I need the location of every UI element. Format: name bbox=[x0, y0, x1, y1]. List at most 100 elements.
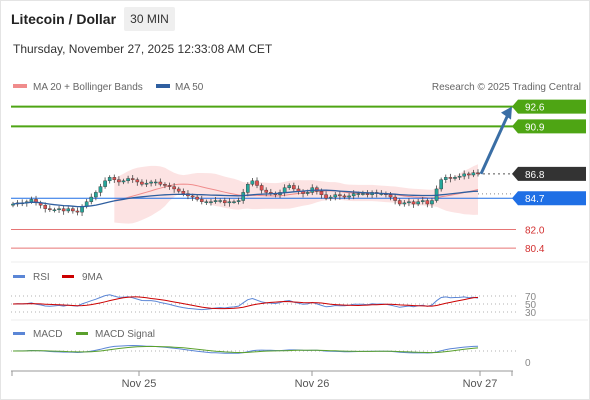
candle-body bbox=[347, 195, 351, 198]
candle bbox=[94, 190, 98, 201]
macd-zero-label: 0 bbox=[525, 358, 531, 369]
forecast-arrow bbox=[479, 106, 512, 175]
x-axis-ticks: Nov 25 Nov 26 Nov 27 bbox=[11, 371, 513, 390]
candle-body bbox=[227, 201, 232, 204]
candle bbox=[250, 178, 255, 187]
candle-body bbox=[402, 202, 407, 205]
candle bbox=[48, 205, 52, 212]
candle bbox=[347, 193, 351, 200]
macd-panel: 0 bbox=[11, 344, 531, 369]
candle-body bbox=[121, 180, 126, 183]
candle-body bbox=[232, 201, 236, 203]
candle-body bbox=[135, 179, 140, 183]
candle bbox=[443, 174, 448, 183]
candle bbox=[457, 173, 462, 181]
candle bbox=[43, 202, 48, 213]
candle-body bbox=[292, 185, 296, 190]
x-tick-label-0: Nov 25 bbox=[122, 378, 157, 390]
candle bbox=[476, 169, 480, 177]
candle-body bbox=[190, 195, 195, 198]
candle bbox=[112, 174, 117, 183]
instrument-title: Litecoin / Dollar bbox=[11, 11, 117, 27]
candle-body bbox=[117, 179, 121, 183]
candle bbox=[204, 199, 209, 205]
candle-body bbox=[443, 177, 448, 180]
candle-body bbox=[176, 188, 181, 192]
candle-body bbox=[236, 200, 241, 202]
candle bbox=[218, 198, 222, 204]
candle bbox=[236, 197, 241, 205]
candle bbox=[11, 201, 15, 208]
candle-body bbox=[204, 201, 209, 203]
credit-text: Research © 2025 Trading Central bbox=[432, 82, 581, 93]
candle bbox=[66, 206, 71, 214]
level-tag-92.6 bbox=[512, 99, 586, 114]
candle-body bbox=[393, 196, 397, 201]
macd-legend-swatch bbox=[13, 332, 25, 335]
candle bbox=[195, 194, 199, 202]
candle bbox=[61, 205, 66, 215]
candle bbox=[213, 197, 218, 204]
level-label-82.0: 82.0 bbox=[525, 226, 545, 237]
candle bbox=[135, 177, 140, 186]
timeframe-badge[interactable]: 30 MIN bbox=[124, 7, 175, 31]
candle-body bbox=[356, 193, 361, 195]
candle-body bbox=[89, 196, 94, 202]
candle bbox=[246, 182, 250, 197]
candle-body bbox=[140, 181, 144, 185]
candle bbox=[255, 177, 259, 189]
candle-body bbox=[181, 191, 186, 194]
level-label-86.8: 86.8 bbox=[525, 170, 545, 181]
candle-body bbox=[163, 184, 167, 186]
bollinger-legend-swatch bbox=[13, 84, 27, 88]
candle bbox=[292, 182, 296, 192]
candle-body bbox=[11, 203, 15, 206]
forecast-arrow-head bbox=[501, 106, 512, 120]
candle-body bbox=[324, 194, 328, 199]
candle bbox=[103, 177, 107, 189]
candle-body bbox=[471, 172, 476, 176]
rsi-level-label-30: 30 bbox=[525, 308, 537, 319]
candle bbox=[107, 175, 112, 184]
candle bbox=[153, 179, 158, 186]
candle-body bbox=[453, 177, 457, 179]
candle-body bbox=[126, 178, 130, 182]
ma20-line bbox=[114, 183, 479, 201]
candle bbox=[172, 183, 176, 193]
macd-signal-line bbox=[13, 346, 479, 354]
timestamp: Thursday, November 27, 2025 12:33:08 AM … bbox=[13, 42, 273, 56]
candle bbox=[222, 197, 227, 207]
price-levels bbox=[11, 105, 516, 249]
candle-body bbox=[48, 208, 52, 211]
forecast-arrow-shaft bbox=[479, 113, 510, 175]
candle-body bbox=[255, 180, 259, 186]
candle-body bbox=[153, 181, 158, 184]
candle-body bbox=[75, 210, 80, 213]
candle-body bbox=[305, 192, 310, 194]
x-tick-label-2: Nov 27 bbox=[463, 378, 498, 390]
candle-body bbox=[112, 177, 117, 180]
candle bbox=[158, 178, 163, 187]
candle bbox=[167, 182, 172, 190]
candle bbox=[34, 195, 38, 206]
candle-body bbox=[338, 194, 342, 197]
candle-body bbox=[462, 173, 466, 177]
candle-body bbox=[250, 180, 255, 185]
rsi-ma-legend-swatch bbox=[62, 275, 74, 278]
candle-body bbox=[199, 199, 204, 202]
rsi-legend-swatch bbox=[13, 275, 25, 278]
candle-body bbox=[172, 186, 176, 190]
candle-body bbox=[167, 185, 172, 187]
moving-averages bbox=[12, 189, 479, 208]
candle-body bbox=[388, 194, 393, 198]
candle-body bbox=[149, 181, 153, 184]
rsi-level-label-50: 50 bbox=[525, 300, 537, 311]
candle-body bbox=[57, 208, 61, 211]
candle bbox=[264, 187, 269, 197]
ma50-legend-label: MA 50 bbox=[175, 82, 204, 93]
candle bbox=[466, 171, 471, 179]
level-tag-84.7 bbox=[512, 191, 586, 206]
candle bbox=[57, 205, 61, 214]
candle bbox=[416, 198, 420, 207]
